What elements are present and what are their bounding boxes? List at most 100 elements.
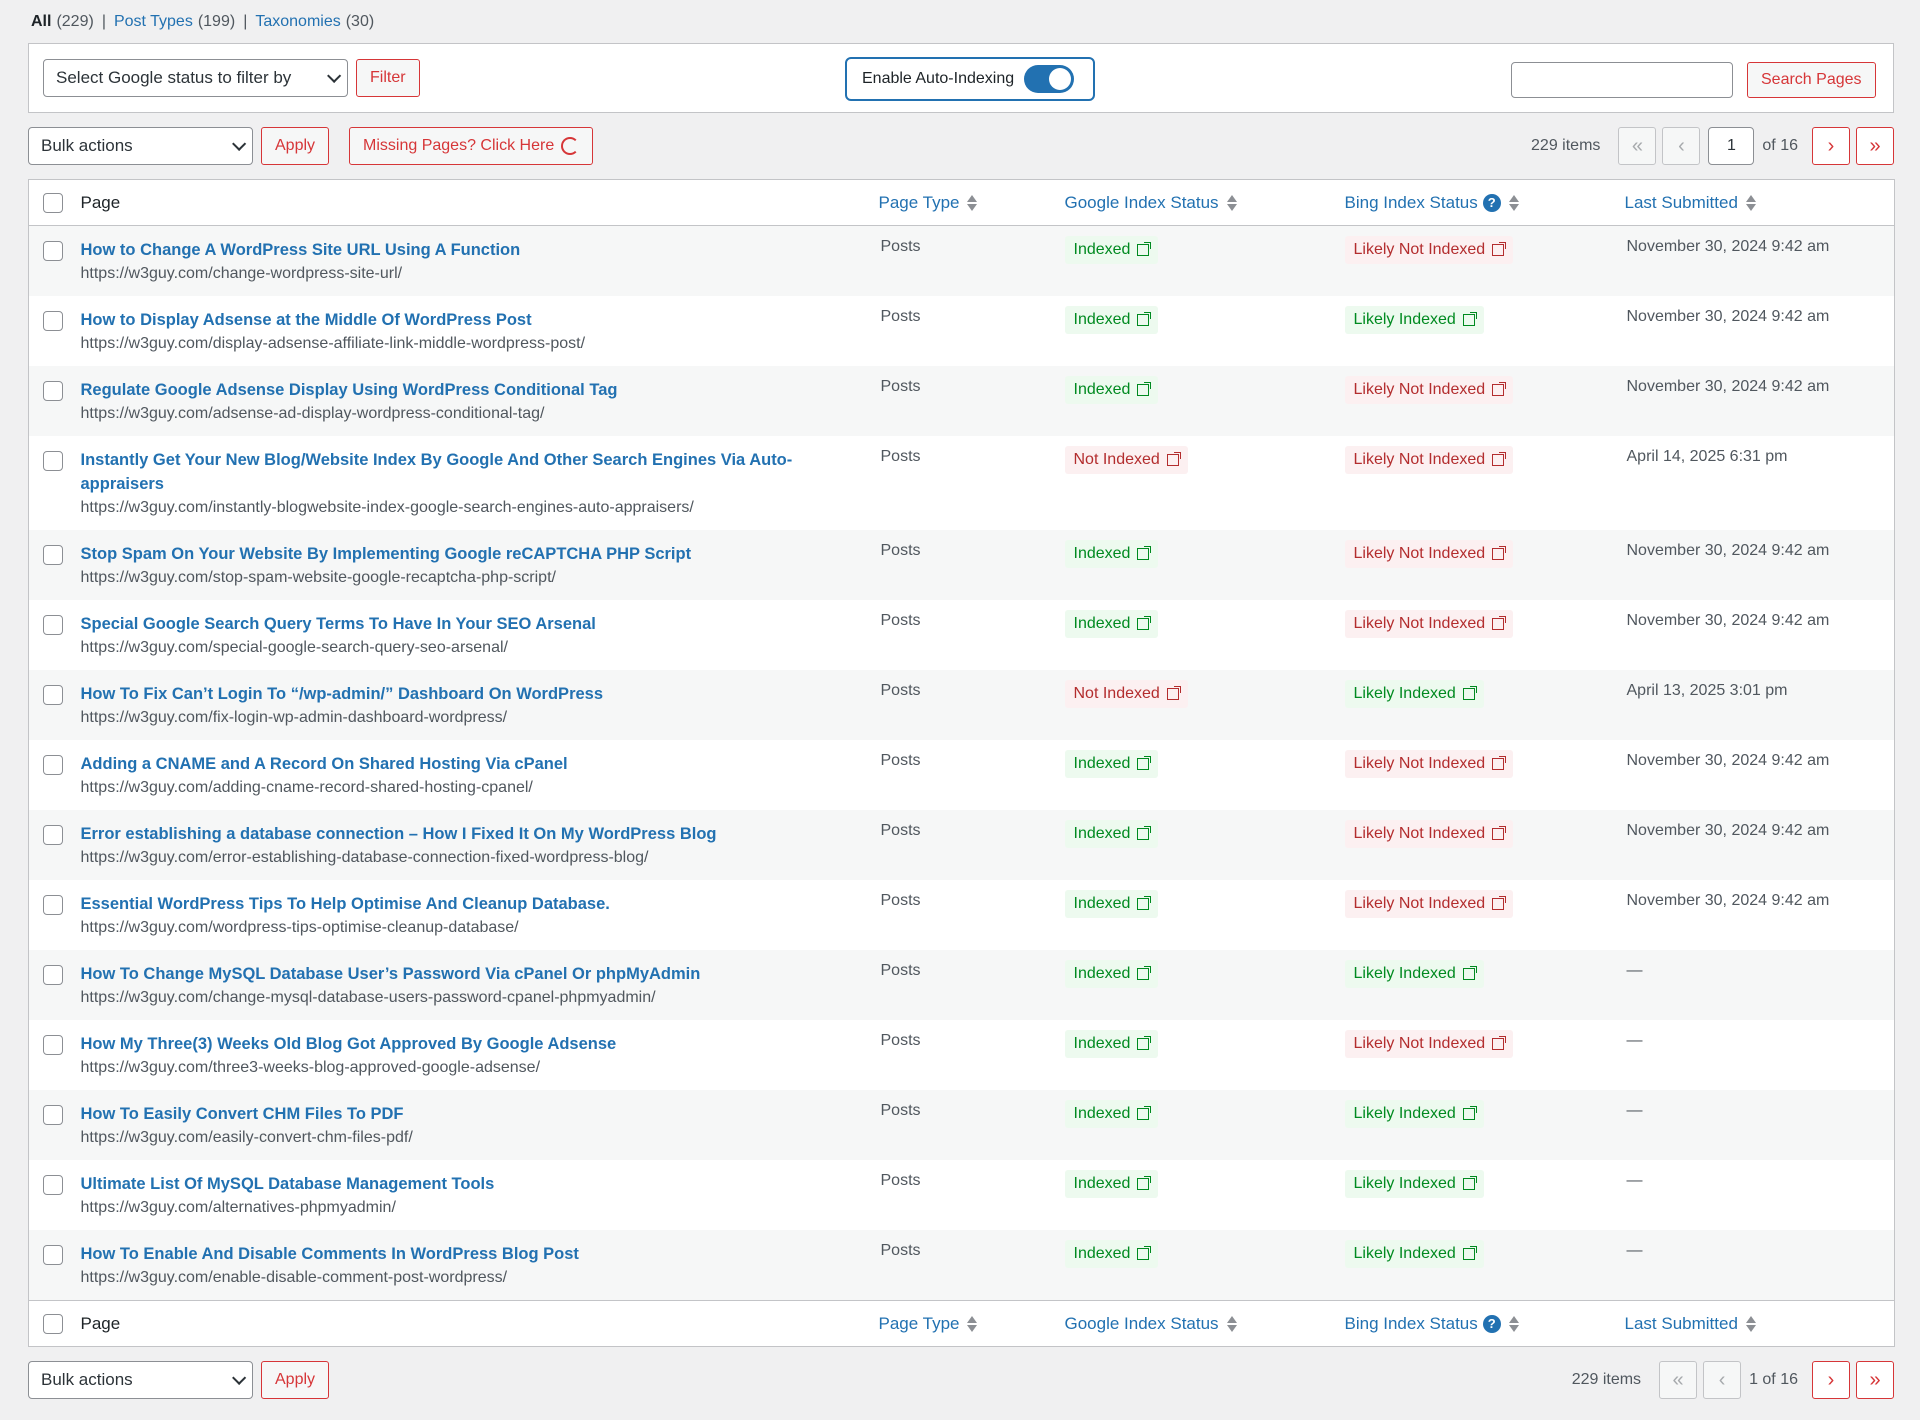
column-page-type[interactable]: Page Type <box>878 1300 1065 1347</box>
google-status-badge[interactable]: Indexed <box>1064 960 1159 988</box>
google-status-badge[interactable]: Indexed <box>1064 610 1159 638</box>
row-checkbox[interactable] <box>43 685 63 705</box>
page-title-link[interactable]: How My Three(3) Weeks Old Blog Got Appro… <box>80 1035 617 1053</box>
row-checkbox[interactable] <box>43 381 63 401</box>
filter-button[interactable]: Filter <box>356 59 420 97</box>
row-checkbox[interactable] <box>43 895 63 915</box>
row-checkbox[interactable] <box>43 1035 63 1055</box>
auto-indexing-switch[interactable] <box>1024 65 1075 93</box>
next-page-button[interactable]: › <box>1812 1361 1850 1399</box>
bing-status-badge[interactable]: Likely Indexed <box>1344 1100 1484 1128</box>
page-title-link[interactable]: Error establishing a database connection… <box>80 825 717 843</box>
next-page-button[interactable]: › <box>1812 127 1850 165</box>
bing-status-badge[interactable]: Likely Not Indexed <box>1344 890 1514 918</box>
google-status-badge[interactable]: Indexed <box>1064 820 1159 848</box>
bing-status-badge[interactable]: Likely Indexed <box>1344 680 1484 708</box>
google-status-badge[interactable]: Not Indexed <box>1064 446 1188 474</box>
google-status-badge[interactable]: Indexed <box>1064 1240 1159 1268</box>
page-title-link[interactable]: Regulate Google Adsense Display Using Wo… <box>80 381 618 399</box>
google-status-badge[interactable]: Indexed <box>1064 376 1159 404</box>
google-status-select[interactable]: Select Google status to filter by <box>43 59 348 97</box>
row-checkbox[interactable] <box>43 311 63 331</box>
page-url: https://w3guy.com/fix-login-wp-admin-das… <box>80 709 508 726</box>
page-title-link[interactable]: Stop Spam On Your Website By Implementin… <box>80 545 692 563</box>
row-checkbox[interactable] <box>43 965 63 985</box>
row-checkbox[interactable] <box>43 825 63 845</box>
external-link-icon <box>1492 826 1507 840</box>
row-checkbox[interactable] <box>43 1245 63 1265</box>
help-icon[interactable]: ? <box>1482 194 1501 213</box>
last-page-button[interactable]: » <box>1856 1361 1894 1399</box>
page-title-link[interactable]: How To Easily Convert CHM Files To PDF <box>80 1105 404 1123</box>
page-title-link[interactable]: How To Fix Can’t Login To “/wp-admin/” D… <box>80 685 604 703</box>
page-title-link[interactable]: How to Display Adsense at the Middle Of … <box>80 311 532 329</box>
row-checkbox[interactable] <box>43 1105 63 1125</box>
page-title-link[interactable]: Instantly Get Your New Blog/Website Inde… <box>80 451 793 493</box>
bing-status-badge[interactable]: Likely Not Indexed <box>1344 446 1514 474</box>
column-page-type[interactable]: Page Type <box>878 179 1065 226</box>
auto-indexing-toggle-box[interactable]: Enable Auto-Indexing <box>845 57 1095 101</box>
table-row: How to Change A WordPress Site URL Using… <box>28 225 1895 296</box>
bing-status-badge[interactable]: Likely Indexed <box>1344 1240 1484 1268</box>
page-title-link[interactable]: Essential WordPress Tips To Help Optimis… <box>80 895 610 913</box>
row-checkbox[interactable] <box>43 545 63 565</box>
view-taxonomies-link[interactable]: Taxonomies <box>255 12 341 30</box>
google-status-badge[interactable]: Not Indexed <box>1064 680 1188 708</box>
column-bing-status[interactable]: Bing Index Status? <box>1344 179 1625 226</box>
view-post-types-link[interactable]: Post Types <box>113 12 193 30</box>
google-status-badge[interactable]: Indexed <box>1064 1170 1159 1198</box>
page-title-link[interactable]: Adding a CNAME and A Record On Shared Ho… <box>80 755 568 773</box>
row-checkbox[interactable] <box>43 241 63 261</box>
row-checkbox[interactable] <box>43 755 63 775</box>
bing-status-badge[interactable]: Likely Not Indexed <box>1344 750 1514 778</box>
column-bing-status[interactable]: Bing Index Status? <box>1344 1300 1625 1347</box>
last-submitted: — <box>1626 1242 1643 1259</box>
google-status-badge[interactable]: Indexed <box>1064 540 1159 568</box>
select-all-checkbox[interactable] <box>43 192 63 213</box>
missing-pages-button[interactable]: Missing Pages? Click Here <box>349 127 594 165</box>
google-status-badge[interactable]: Indexed <box>1064 1100 1159 1128</box>
bing-status-badge[interactable]: Likely Not Indexed <box>1344 376 1514 404</box>
search-pages-button[interactable]: Search Pages <box>1747 62 1876 98</box>
bing-status-badge[interactable]: Likely Not Indexed <box>1344 236 1514 264</box>
page-title-link[interactable]: Ultimate List Of MySQL Database Manageme… <box>80 1175 495 1193</box>
table-row: How To Change MySQL Database User’s Pass… <box>28 950 1895 1020</box>
google-status-badge[interactable]: Indexed <box>1064 750 1159 778</box>
bing-status-badge[interactable]: Likely Indexed <box>1344 306 1484 334</box>
row-checkbox[interactable] <box>43 1175 63 1195</box>
google-status-badge[interactable]: Indexed <box>1064 890 1159 918</box>
google-status-badge[interactable]: Indexed <box>1064 1030 1159 1058</box>
row-checkbox[interactable] <box>43 615 63 635</box>
google-status-badge[interactable]: Indexed <box>1064 236 1159 264</box>
external-link-icon <box>1462 686 1477 700</box>
bulk-actions-select[interactable]: Bulk actions <box>28 1361 253 1399</box>
bing-status-badge[interactable]: Likely Not Indexed <box>1344 610 1514 638</box>
bing-status-badge[interactable]: Likely Indexed <box>1344 960 1484 988</box>
bing-status-badge[interactable]: Likely Not Indexed <box>1344 1030 1514 1058</box>
current-page-input[interactable]: 1 <box>1708 127 1755 165</box>
page-title-link[interactable]: How To Change MySQL Database User’s Pass… <box>80 965 701 983</box>
help-icon[interactable]: ? <box>1482 1315 1501 1334</box>
last-page-button[interactable]: » <box>1856 127 1894 165</box>
column-last-submitted[interactable]: Last Submitted <box>1624 179 1895 226</box>
search-input[interactable] <box>1511 62 1733 98</box>
column-google-status[interactable]: Google Index Status <box>1064 1300 1345 1347</box>
bing-status-badge[interactable]: Likely Not Indexed <box>1344 820 1514 848</box>
bing-status-badge[interactable]: Likely Indexed <box>1344 1170 1484 1198</box>
view-all-link[interactable]: All <box>31 12 52 30</box>
select-all-checkbox[interactable] <box>43 1313 63 1334</box>
bulk-actions-select[interactable]: Bulk actions <box>28 127 253 165</box>
bing-status-badge[interactable]: Likely Not Indexed <box>1344 540 1514 568</box>
external-link-icon <box>1462 1176 1477 1190</box>
apply-button[interactable]: Apply <box>261 1361 330 1399</box>
page-title-link[interactable]: How To Enable And Disable Comments In Wo… <box>80 1245 579 1263</box>
column-last-submitted[interactable]: Last Submitted <box>1624 1300 1895 1347</box>
page-title-link[interactable]: How to Change A WordPress Site URL Using… <box>80 241 521 259</box>
external-link-icon <box>1492 756 1507 770</box>
google-status-badge[interactable]: Indexed <box>1064 306 1159 334</box>
page-title-link[interactable]: Special Google Search Query Terms To Hav… <box>80 615 596 633</box>
column-google-status[interactable]: Google Index Status <box>1064 179 1345 226</box>
apply-button[interactable]: Apply <box>261 127 330 165</box>
row-checkbox-cell <box>29 366 81 436</box>
row-checkbox[interactable] <box>43 451 63 471</box>
